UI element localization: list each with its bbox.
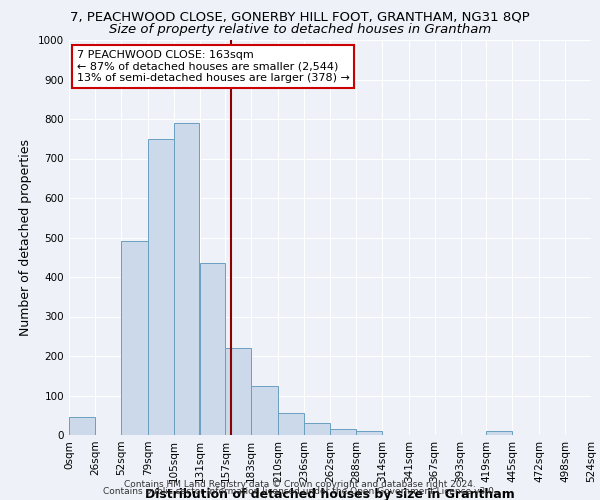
Bar xyxy=(304,423,330,435)
Text: 7, PEACHWOOD CLOSE, GONERBY HILL FOOT, GRANTHAM, NG31 8QP: 7, PEACHWOOD CLOSE, GONERBY HILL FOOT, G… xyxy=(70,11,530,24)
Text: Size of property relative to detached houses in Grantham: Size of property relative to detached ho… xyxy=(109,22,491,36)
Y-axis label: Number of detached properties: Number of detached properties xyxy=(19,139,32,336)
Bar xyxy=(173,123,199,435)
Bar xyxy=(226,348,251,435)
Text: Contains public sector information licensed under the Open Government Licence v3: Contains public sector information licen… xyxy=(103,487,497,496)
Bar xyxy=(69,417,95,435)
X-axis label: Distribution of detached houses by size in Grantham: Distribution of detached houses by size … xyxy=(145,488,515,500)
Bar xyxy=(330,429,356,435)
Bar xyxy=(199,263,226,435)
Bar xyxy=(121,242,148,435)
Text: Contains HM Land Registry data © Crown copyright and database right 2024.: Contains HM Land Registry data © Crown c… xyxy=(124,480,476,489)
Text: 7 PEACHWOOD CLOSE: 163sqm
← 87% of detached houses are smaller (2,544)
13% of se: 7 PEACHWOOD CLOSE: 163sqm ← 87% of detac… xyxy=(77,50,350,83)
Bar xyxy=(251,386,278,435)
Bar xyxy=(356,431,382,435)
Bar xyxy=(487,431,512,435)
Bar xyxy=(278,414,304,435)
Bar xyxy=(148,138,173,435)
